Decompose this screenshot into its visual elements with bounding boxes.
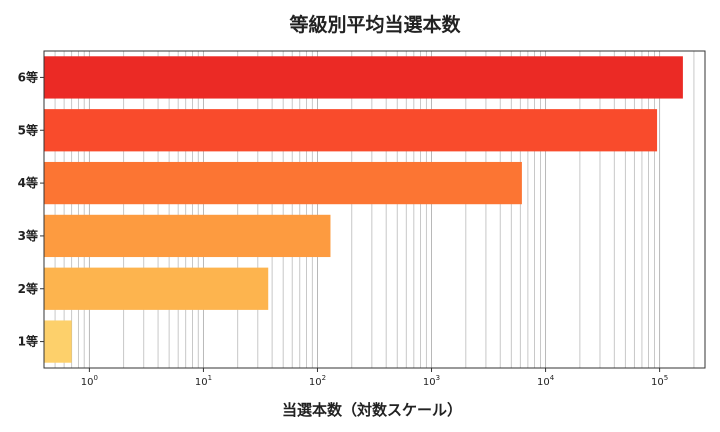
plot-frame [43, 50, 706, 369]
category-label: 5等 [18, 122, 38, 137]
category-label: 3等 [18, 228, 38, 243]
x-tick-label: 105 [651, 374, 668, 388]
category-label: 2等 [18, 281, 38, 296]
bar-6等 [44, 56, 683, 99]
category-label: 4等 [18, 175, 38, 190]
chart-title: 等級別平均当選本数 [288, 13, 461, 36]
category-label: 6等 [18, 69, 38, 84]
bar-4等 [44, 161, 522, 205]
category-labels: 1等 2等 3等 4等 5等 6等 [18, 69, 44, 349]
x-tick-labels: 100 101 102 103 104 105 [81, 368, 668, 388]
bars [44, 56, 683, 363]
x-tick-label: 100 [81, 374, 98, 388]
bar-2等 [44, 267, 269, 310]
gridlines [43, 51, 695, 368]
x-axis-label: 当選本数（対数スケール） [282, 401, 462, 419]
bar-3等 [44, 214, 331, 258]
x-tick-label: 101 [195, 374, 212, 388]
bar-5等 [44, 109, 658, 152]
bar-1等 [44, 320, 72, 363]
category-label: 1等 [18, 334, 38, 349]
x-tick-label: 103 [423, 374, 440, 388]
x-tick-label: 102 [309, 374, 326, 388]
x-tick-label: 104 [537, 374, 555, 388]
